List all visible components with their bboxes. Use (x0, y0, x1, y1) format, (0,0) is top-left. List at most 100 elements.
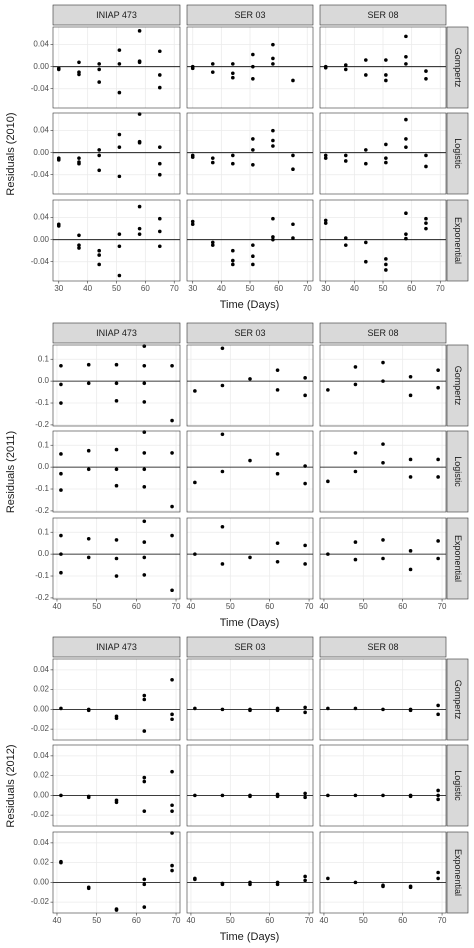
x-tick-label: 40 (319, 916, 328, 925)
point (157, 244, 162, 249)
point (424, 69, 428, 73)
x-tick-label: 60 (274, 284, 283, 293)
panel (320, 832, 446, 913)
point (404, 117, 408, 122)
point (170, 803, 174, 808)
point (193, 706, 197, 711)
point (59, 452, 63, 456)
point (251, 254, 255, 259)
panel (187, 431, 313, 512)
point (384, 73, 388, 77)
point (436, 712, 440, 717)
facet-label: SER 08 (367, 10, 398, 20)
x-tick-label: 60 (398, 916, 407, 925)
point (381, 360, 385, 365)
point (142, 779, 147, 784)
point (404, 211, 408, 216)
point (157, 85, 162, 90)
point (436, 475, 440, 479)
point (157, 161, 162, 166)
point (248, 555, 252, 560)
panel-border (186, 517, 314, 600)
point (404, 62, 408, 66)
point (251, 262, 255, 267)
point (193, 480, 197, 485)
point (142, 381, 147, 386)
point (157, 73, 162, 77)
point (231, 258, 235, 263)
point (291, 167, 295, 172)
panel-border (52, 831, 181, 914)
x-axis-title: Time (Days) (220, 299, 279, 311)
point (231, 161, 235, 166)
y-tick-label: 0.0 (38, 549, 50, 558)
point (117, 62, 122, 66)
point (114, 716, 119, 721)
x-tick-label: 70 (170, 284, 179, 293)
point (251, 52, 255, 57)
y-axis-title: Residuals (2012) (5, 744, 17, 827)
facet-strip (446, 199, 469, 282)
facet-strip (446, 430, 469, 513)
point (77, 72, 81, 77)
point (142, 519, 147, 524)
point (117, 244, 122, 249)
point (114, 362, 119, 367)
point (142, 451, 147, 455)
y-tick-label: 0.00 (33, 235, 49, 244)
point (323, 218, 328, 223)
point (190, 219, 195, 224)
point (436, 539, 440, 543)
point (326, 706, 330, 711)
point (137, 232, 142, 236)
point (59, 401, 63, 405)
x-tick-label: 50 (359, 602, 368, 611)
point (114, 538, 119, 542)
y-tick-label: 0.00 (33, 877, 49, 886)
y-tick-label: -0.04 (31, 170, 50, 179)
point (231, 71, 235, 76)
point (303, 464, 307, 468)
point (408, 567, 413, 572)
point (77, 246, 81, 250)
y-axis-title: Residuals (2011) (5, 431, 17, 513)
x-tick-label: 50 (92, 602, 101, 611)
y-tick-label: 0.1 (38, 354, 50, 363)
point (114, 908, 119, 912)
point (114, 381, 119, 386)
point (303, 705, 307, 710)
x-tick-label: 60 (132, 602, 141, 611)
panel-border (186, 744, 314, 827)
point (210, 243, 215, 247)
point (303, 791, 307, 796)
x-tick-label: 60 (141, 284, 150, 293)
point (97, 62, 101, 66)
point (220, 882, 225, 887)
point (364, 148, 368, 152)
facet-label: INIAP 473 (96, 642, 137, 652)
point (210, 62, 215, 66)
point (170, 363, 174, 368)
facet-strip (446, 517, 469, 600)
point (56, 224, 61, 228)
point (343, 236, 348, 240)
x-tick-label: 40 (53, 916, 62, 925)
point (137, 226, 142, 231)
panel (187, 659, 313, 740)
point (404, 54, 408, 59)
x-tick-label: 50 (92, 916, 101, 925)
x-tick-label: 70 (438, 602, 447, 611)
point (404, 145, 408, 149)
x-tick-label: 50 (112, 284, 121, 293)
point (275, 471, 280, 476)
panel-border (186, 26, 314, 109)
facet-strip (186, 322, 314, 344)
point (142, 400, 147, 404)
facet-label: SER 03 (234, 642, 265, 652)
point (408, 475, 413, 479)
facet-strip (446, 831, 469, 914)
facet-strip (319, 636, 447, 658)
panel-border (52, 112, 181, 195)
point (137, 140, 142, 145)
